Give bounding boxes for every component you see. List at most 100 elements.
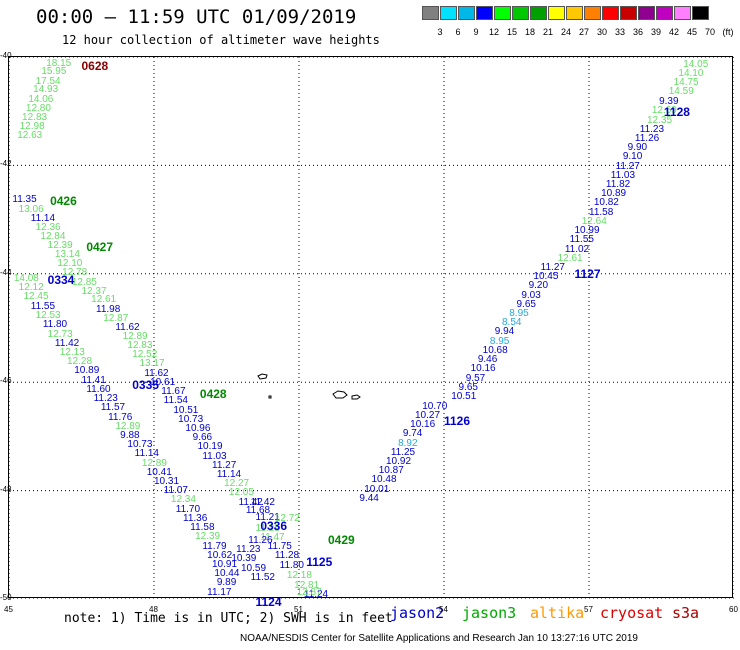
wave-height-value: 11.03 <box>202 450 227 462</box>
wave-height-value: 12.83 <box>127 340 153 351</box>
legend-swatch <box>530 6 547 20</box>
satellite-label-jason2: jason2 <box>390 604 445 622</box>
wave-height-value: 11.14 <box>30 213 56 225</box>
wave-height-value: 13.14 <box>54 249 80 261</box>
legend-label: 30 <box>596 27 607 37</box>
track-time-label: 0428 <box>199 386 227 401</box>
wave-height-value: 11.41 <box>81 374 106 386</box>
satellite-label-altika: altika <box>530 604 585 622</box>
wave-height-value: 9.10 <box>622 151 643 163</box>
wave-height-value: 10.31 <box>154 476 180 488</box>
wave-height-value: 11.07 <box>163 485 188 497</box>
lat-tick-label: -44 <box>0 267 12 277</box>
wave-height-value: 12.12 <box>18 282 44 293</box>
wave-height-value: 12.10 <box>57 258 83 270</box>
wave-height-value: 8.95 <box>489 335 510 347</box>
lon-tick-label: 54 <box>439 605 448 614</box>
wave-height-value: 12.98 <box>19 121 45 133</box>
wave-height-value: 12.34 <box>170 494 196 506</box>
wave-height-value: 11.25 <box>255 523 280 535</box>
wave-height-value: 11.68 <box>245 504 271 516</box>
track-time-label: 0335 <box>132 378 159 393</box>
wave-height-value: 11.80 <box>42 319 68 331</box>
wave-height-value: 10.45 <box>533 271 559 283</box>
wave-height-value: 12.64 <box>581 215 607 227</box>
track-time-label: 1124 <box>255 595 282 610</box>
island-outline <box>257 373 268 380</box>
wave-height-value: 9.03 <box>521 289 541 301</box>
wave-height-value: 10.16 <box>470 363 496 375</box>
wave-height-value: 10.01 <box>364 483 390 495</box>
wave-height-value: 11.47 <box>260 531 285 543</box>
lon-tick-label: 60 <box>729 605 738 614</box>
track-time-label: 0427 <box>86 240 114 255</box>
wave-height-value: 11.80 <box>279 560 304 572</box>
legend-label: (ft) <box>722 27 734 37</box>
wave-height-map: 18.15 15.95 17.54 14.93 14.06 12.80 12.83 12.98… <box>8 56 734 608</box>
wave-height-value: 11.98 <box>96 303 121 315</box>
wave-height-value: 10.19 <box>197 441 223 453</box>
wave-height-value: 12.37 <box>81 285 107 297</box>
page-subtitle: 12 hour collection of altimeter wave hei… <box>62 33 380 47</box>
wave-height-value: 10.39 <box>231 553 257 564</box>
wave-height-value: 11.55 <box>569 234 594 246</box>
wave-height-value: 9.39 <box>659 96 679 108</box>
wave-height-value: 9.46 <box>477 354 498 366</box>
wave-height-value: 9.20 <box>528 280 549 292</box>
wave-height-value: 12.28 <box>67 356 93 368</box>
wave-height-value: 18.15 <box>46 58 72 70</box>
wave-height-value: 14.08 <box>13 272 39 284</box>
wave-height-value: 11.27 <box>615 160 640 172</box>
wave-height-value: 12.61 <box>91 294 117 306</box>
wave-height-value: 11.26 <box>248 534 273 546</box>
legend-swatch <box>458 6 475 20</box>
track-time-label: 1125 <box>306 554 333 569</box>
island-outline <box>332 390 348 399</box>
track-time-label: 1128 <box>663 104 690 119</box>
wave-height-value: 9.88 <box>120 429 140 441</box>
legend-swatch <box>440 6 457 20</box>
wave-height-value: 14.05 <box>683 58 709 70</box>
wave-height-value: 11.28 <box>274 550 300 562</box>
legend-swatch <box>548 6 565 20</box>
wave-height-value: 11.54 <box>163 395 188 407</box>
wave-height-value: 10.96 <box>185 422 211 434</box>
wave-height-value: 11.23 <box>236 543 261 555</box>
legend-swatch <box>512 6 529 20</box>
wave-height-value: 11.79 <box>202 540 227 552</box>
wave-height-value: 11.58 <box>190 522 215 534</box>
wave-height-value: 12.89 <box>141 457 167 469</box>
wave-height-value: 11.23 <box>93 393 118 405</box>
wave-height-value: 12.81 <box>294 579 320 591</box>
wave-height-value: 9.57 <box>465 372 486 384</box>
lat-tick-label: -42 <box>0 159 12 169</box>
wave-height-value: 12.52 <box>132 349 158 361</box>
wave-height-value: 12.78 <box>62 267 88 279</box>
wave-height-value: 10.87 <box>378 465 404 477</box>
wave-height-value: 10.82 <box>593 197 619 209</box>
footnote: note: 1) Time is in UTC; 2) SWH is in fe… <box>64 611 393 626</box>
wave-height-value: 11.14 <box>134 448 159 460</box>
legend-label: 18 <box>524 27 535 37</box>
legend-label: 3 <box>437 27 443 37</box>
legend-label: 21 <box>542 27 553 37</box>
wave-height-value: 11.14 <box>216 469 242 480</box>
wave-height-value: 11.26 <box>634 132 660 144</box>
wave-height-value: 12.84 <box>40 231 66 243</box>
wave-height-value: 9.66 <box>192 432 213 444</box>
legend-label: 42 <box>668 27 679 37</box>
wave-height-value: 11.35 <box>12 194 37 206</box>
wave-height-value: 10.70 <box>422 400 448 412</box>
wave-height-value: 17.54 <box>35 76 61 88</box>
track-time-label: 1126 <box>444 413 471 428</box>
wave-height-value: 10.16 <box>410 419 436 431</box>
wave-height-value: 15.95 <box>41 66 67 78</box>
map-grid <box>9 57 734 599</box>
track-time-label: 0336 <box>260 519 288 534</box>
lon-tick-label: 51 <box>294 605 303 614</box>
wave-height-value: 12.39 <box>47 240 73 252</box>
legend-swatch <box>584 6 601 20</box>
wave-height-value: 12.45 <box>23 291 49 303</box>
track-time-label: 1127 <box>574 267 601 282</box>
